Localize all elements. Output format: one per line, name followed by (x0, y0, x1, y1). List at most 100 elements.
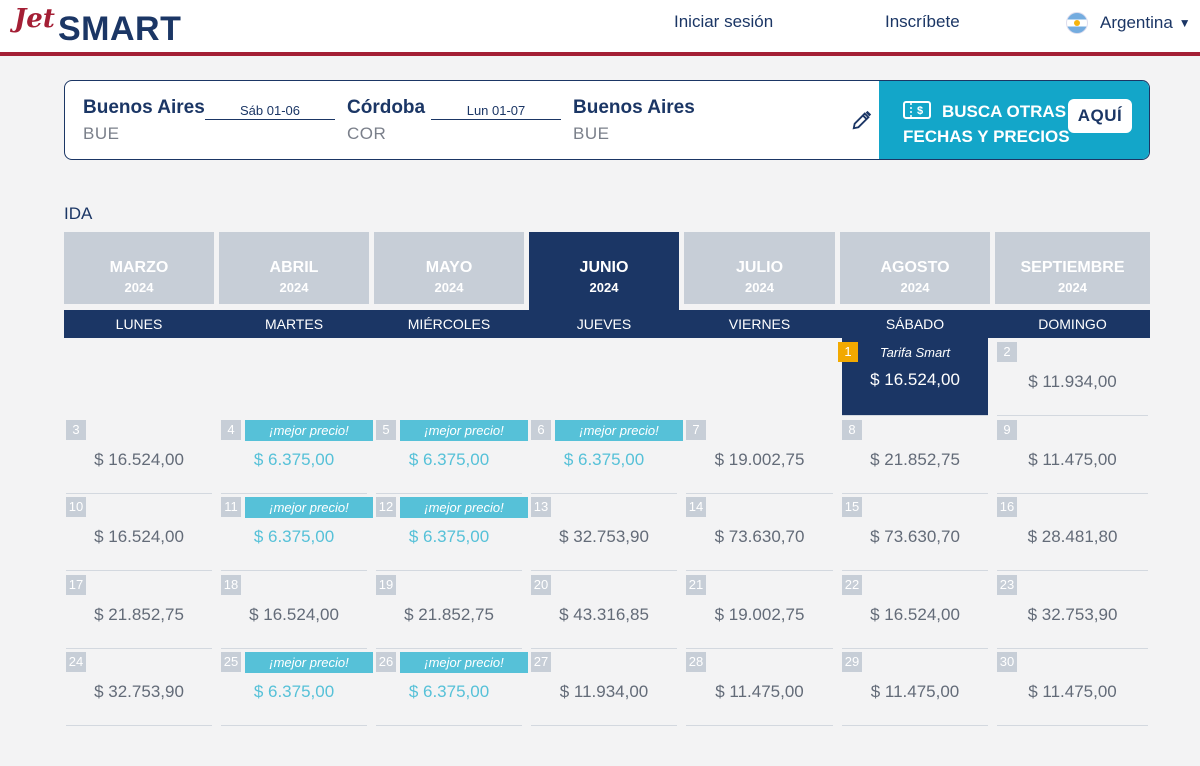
month-tab-abril[interactable]: ABRIL 2024 (219, 232, 369, 304)
month-tab-marzo[interactable]: MARZO 2024 (64, 232, 214, 304)
day-number: 21 (686, 575, 706, 595)
day-price: $ 11.475,00 (715, 682, 804, 701)
month-name: MARZO (109, 259, 169, 276)
day-number: 22 (842, 575, 862, 595)
calendar-day-29[interactable]: 29 $ 11.475,00 (842, 648, 988, 726)
month-year: 2024 (745, 280, 774, 295)
origin-name: Buenos Aires (83, 97, 205, 118)
day-price: $ 6.375,00 (253, 682, 335, 701)
calendar-day-25[interactable]: 25 ¡mejor precio! $ 6.375,00 (221, 648, 373, 726)
month-year: 2024 (1058, 280, 1087, 295)
calendar-day-30[interactable]: 30 $ 11.475,00 (997, 648, 1148, 726)
calendar-day-8[interactable]: 8 $ 21.852,75 (842, 416, 988, 494)
signup-link[interactable]: Inscríbete (885, 12, 960, 31)
day-number: 14 (686, 497, 706, 517)
day-number: 5 (376, 420, 396, 440)
day-price: $ 21.852,75 (870, 450, 960, 469)
stop-code: COR (347, 124, 387, 143)
weekday-6: SÁBADO (885, 316, 945, 332)
day-number: 19 (376, 575, 396, 595)
calendar-day-9[interactable]: 9 $ 11.475,00 (997, 416, 1148, 494)
month-tab-agosto[interactable]: AGOSTO 2024 (840, 232, 990, 304)
day-number: 17 (66, 575, 86, 595)
calendar-day-2[interactable]: 2 $ 11.934,00 (997, 338, 1148, 416)
month-tab-junio[interactable]: JUNIO 2024 (529, 232, 679, 310)
calendar-day-26[interactable]: 26 ¡mejor precio! $ 6.375,00 (376, 648, 528, 726)
month-name: JULIO (735, 259, 784, 276)
day-price: $ 11.934,00 (1028, 372, 1117, 391)
month-tab-septiembre[interactable]: SEPTIEMBRE 2024 (995, 232, 1150, 304)
calendar-day-23[interactable]: 23 $ 32.753,90 (997, 571, 1148, 649)
argentina-flag-icon (1066, 12, 1088, 34)
calendar-day-19[interactable]: 19 $ 21.852,75 (376, 571, 522, 649)
logo-prefix: Jet (14, 4, 55, 34)
month-name: ABRIL (269, 259, 319, 276)
day-price: $ 21.852,75 (404, 605, 494, 624)
calendar-empty-cell (221, 338, 367, 416)
calendar-day-1[interactable]: 1 Tarifa Smart $ 16.524,00 (838, 338, 988, 416)
calendar-day-4[interactable]: 4 ¡mejor precio! $ 6.375,00 (221, 416, 373, 494)
day-price: $ 16.524,00 (94, 450, 184, 469)
best-price-badge: ¡mejor precio! (555, 420, 683, 441)
destination-code: BUE (573, 124, 610, 143)
calendar-day-11[interactable]: 11 ¡mejor precio! $ 6.375,00 (221, 493, 373, 571)
stop-name: Córdoba (347, 97, 426, 118)
calendar-day-10[interactable]: 10 $ 16.524,00 (66, 493, 212, 571)
month-tab-mayo[interactable]: MAYO 2024 (374, 232, 524, 304)
login-link[interactable]: Iniciar sesión (674, 12, 774, 31)
calendar-day-18[interactable]: 18 $ 16.524,00 (221, 571, 367, 649)
search-summary: Buenos Aires BUE Sáb 01-06 Córdoba COR L… (64, 80, 1150, 160)
country-selector[interactable]: Argentina ▼ (1066, 12, 1191, 34)
promo-line2: FECHAS Y PRECIOS (903, 127, 1070, 146)
promo-text: BUSCA OTRAS FECHAS Y PRECIOS (903, 99, 1073, 149)
calendar-day-22[interactable]: 22 $ 16.524,00 (842, 571, 988, 649)
calendar-day-21[interactable]: 21 $ 19.002,75 (686, 571, 833, 649)
calendar-day-17[interactable]: 17 $ 21.852,75 (66, 571, 212, 649)
promo-aqui-button[interactable]: AQUÍ (1068, 99, 1132, 133)
day-number: 11 (221, 497, 241, 517)
day-price: $ 11.475,00 (1028, 682, 1117, 701)
day-price: $ 6.375,00 (253, 527, 335, 546)
calendar-day-20[interactable]: 20 $ 43.316,85 (531, 571, 677, 649)
calendar-day-27[interactable]: 27 $ 11.934,00 (531, 648, 677, 726)
day-number: 29 (842, 652, 862, 672)
month-name: JUNIO (579, 259, 629, 276)
calendar-day-12[interactable]: 12 ¡mejor precio! $ 6.375,00 (376, 493, 528, 571)
day-price: $ 6.375,00 (408, 450, 490, 469)
day-number: 24 (66, 652, 86, 672)
weekday-7: DOMINGO (1038, 316, 1107, 332)
fare-type-label: Tarifa Smart (879, 345, 951, 360)
day-price: $ 11.475,00 (1028, 450, 1117, 469)
day-price: $ 19.002,75 (714, 605, 805, 624)
calendar-day-16[interactable]: 16 $ 28.481,80 (997, 493, 1148, 571)
best-price-badge: ¡mejor precio! (245, 420, 373, 441)
promo-banner[interactable]: $ BUSCA OTRAS FECHAS Y PRECIOS AQUÍ (879, 81, 1149, 159)
day-price: $ 16.524,00 (249, 605, 339, 624)
day-number: 26 (376, 652, 396, 672)
calendar-day-14[interactable]: 14 $ 73.630,70 (686, 493, 833, 571)
ticket-icon: $ (903, 101, 931, 119)
calendar-day-24[interactable]: 24 $ 32.753,90 (66, 648, 212, 726)
pencil-icon[interactable] (851, 109, 873, 131)
day-number: 8 (842, 420, 862, 440)
calendar-day-5[interactable]: 5 ¡mejor precio! $ 6.375,00 (376, 416, 528, 494)
day-number: 20 (531, 575, 551, 595)
calendar-day-13[interactable]: 13 $ 32.753,90 (531, 493, 677, 571)
calendar-day-7[interactable]: 7 $ 19.002,75 (686, 416, 833, 494)
calendar-day-6[interactable]: 6 ¡mejor precio! $ 6.375,00 (531, 416, 683, 494)
calendar-day-28[interactable]: 28 $ 11.475,00 (686, 648, 833, 726)
section-label-ida: IDA (64, 204, 93, 223)
calendar-day-3[interactable]: 3 $ 16.524,00 (66, 416, 212, 494)
day-price: $ 32.753,90 (559, 527, 649, 546)
day-number: 3 (66, 420, 86, 440)
day-price: $ 19.002,75 (714, 450, 805, 469)
day-number: 18 (221, 575, 241, 595)
day-number: 1 (838, 342, 858, 362)
month-tab-julio[interactable]: JULIO 2024 (684, 232, 835, 304)
day-number: 13 (531, 497, 551, 517)
best-price-badge: ¡mejor precio! (400, 420, 528, 441)
day-price: $ 73.630,70 (870, 527, 960, 546)
calendar-day-15[interactable]: 15 $ 73.630,70 (842, 493, 988, 571)
weekday-header: LUNES MARTES MIÉRCOLES JUEVES VIERNES SÁBADO D… (64, 310, 1150, 338)
svg-text:$: $ (917, 105, 923, 117)
